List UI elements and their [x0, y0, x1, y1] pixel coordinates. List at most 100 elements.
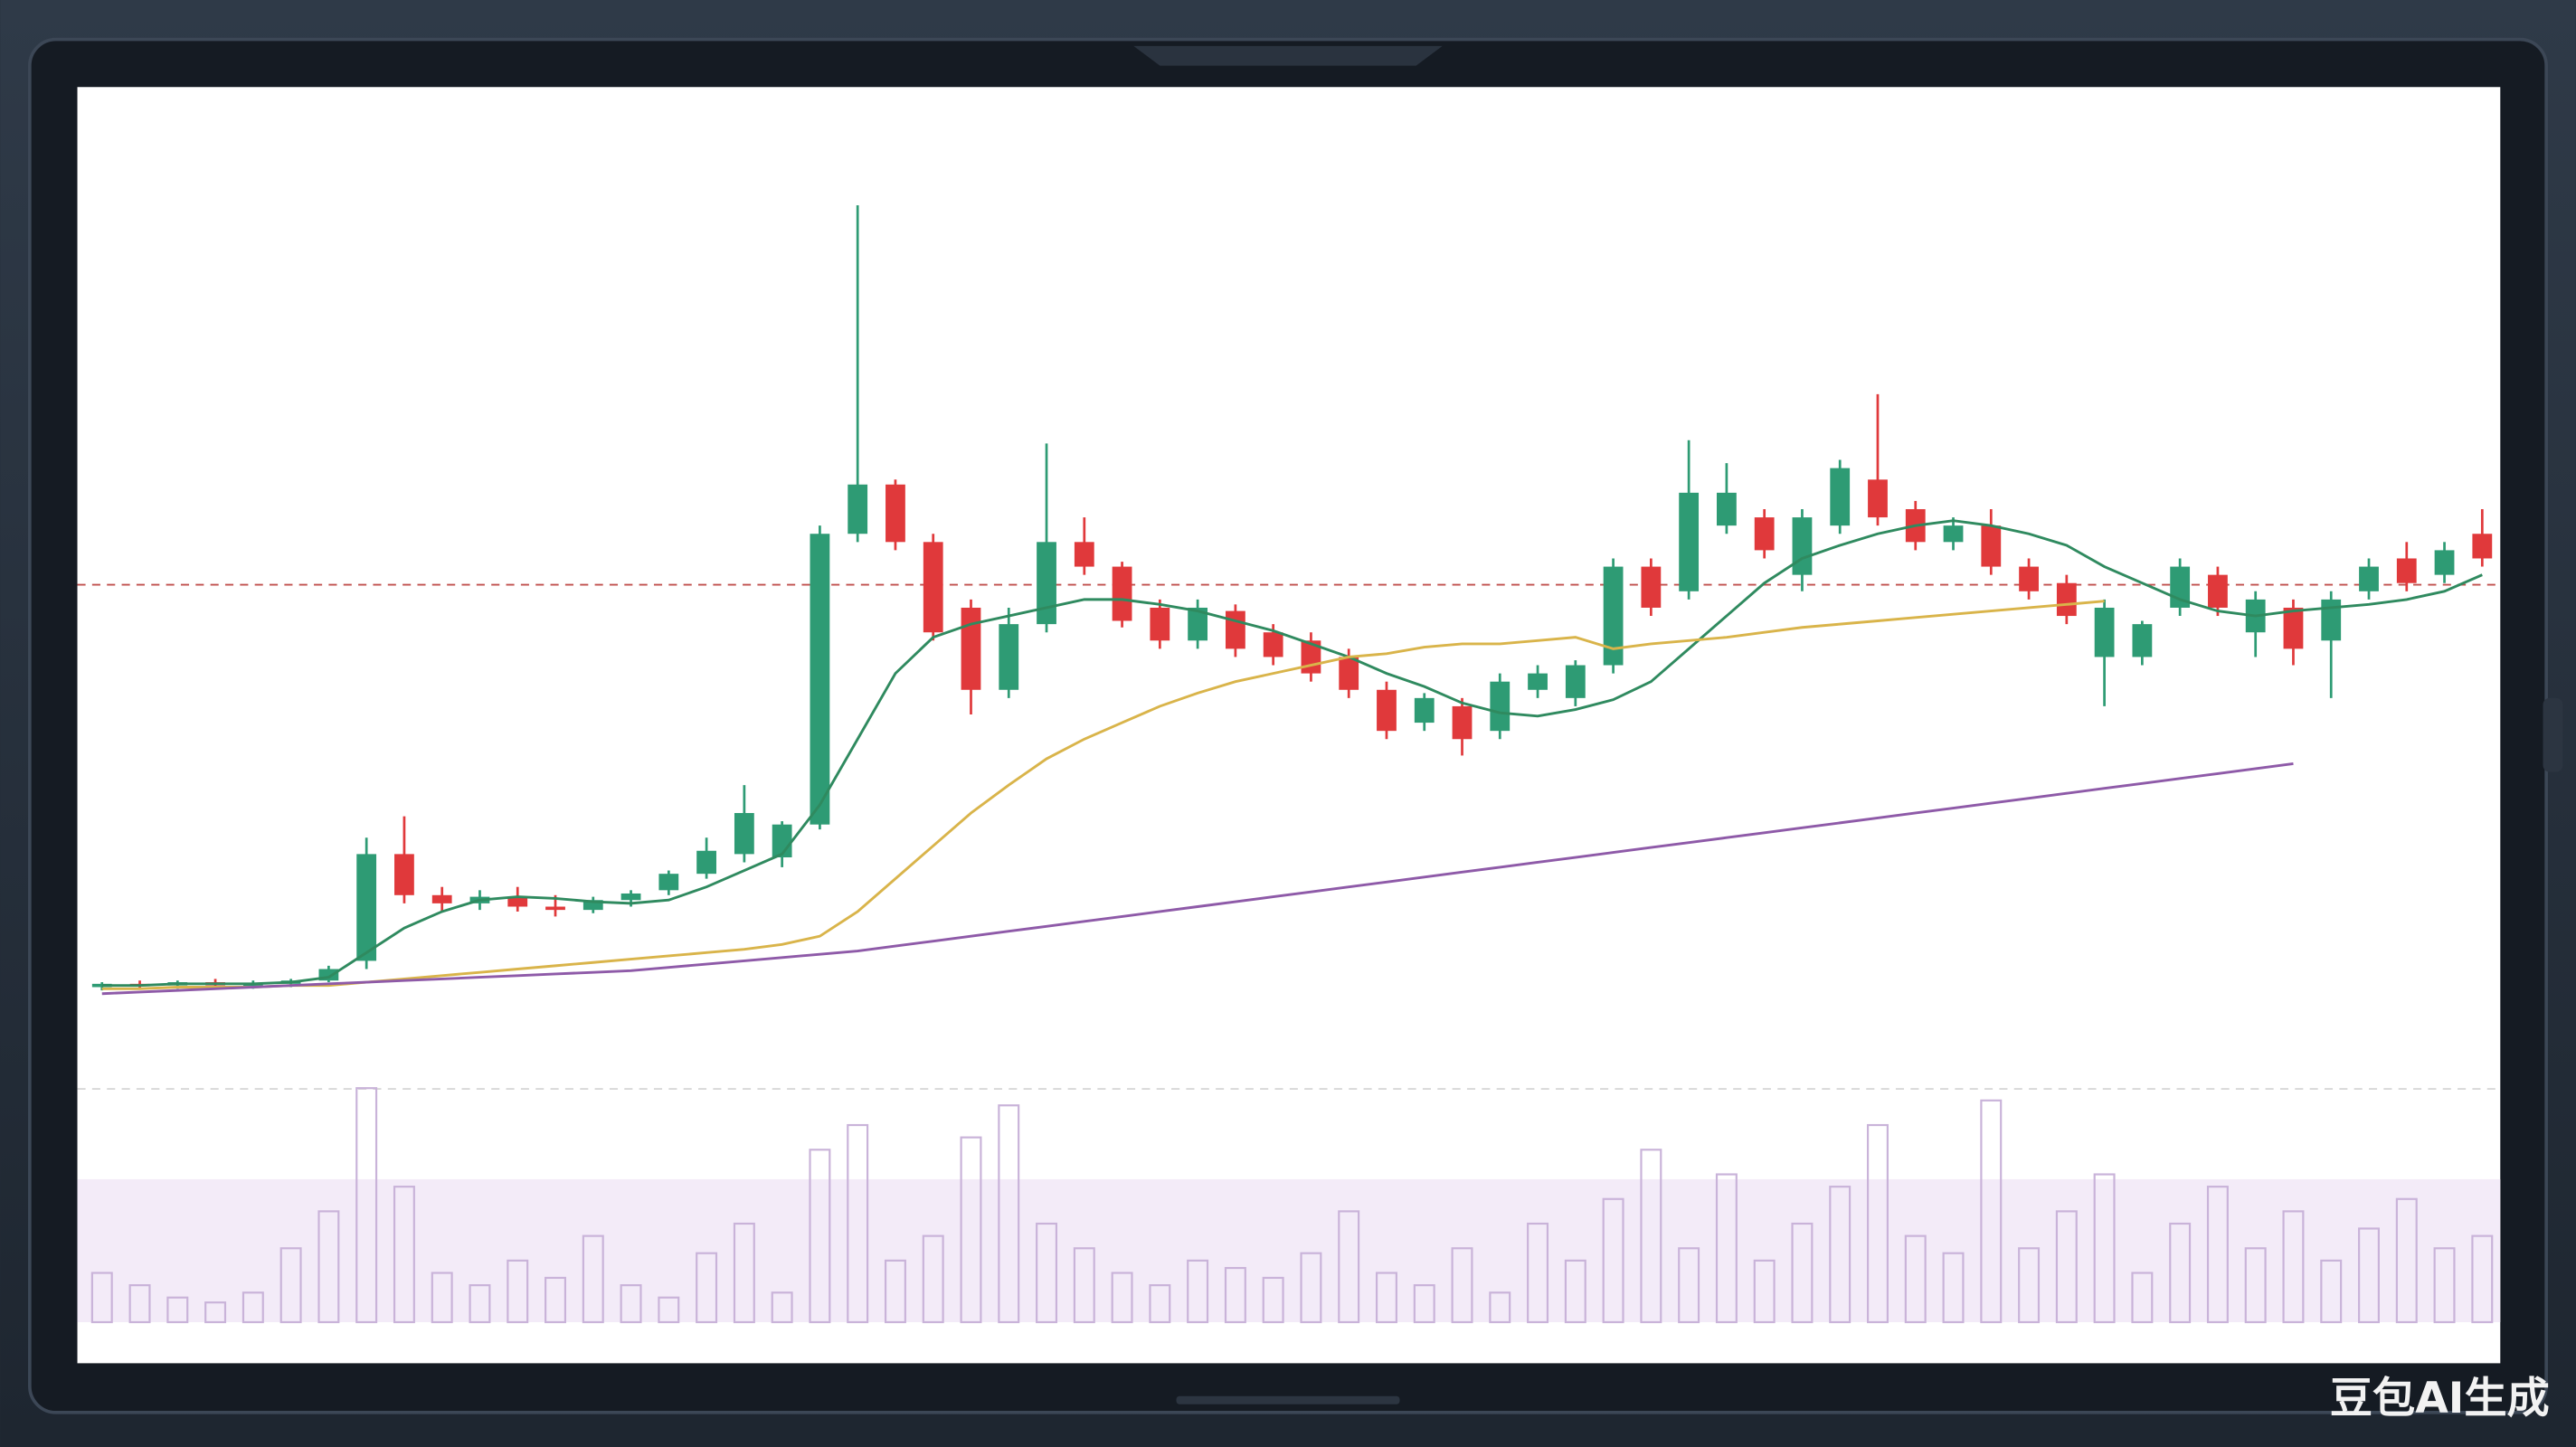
candle-body	[961, 607, 981, 690]
candle-body	[545, 906, 565, 911]
candle-body	[1452, 705, 1473, 740]
volume-bar	[1527, 1222, 1549, 1324]
volume-bar	[317, 1210, 340, 1324]
volume-bar	[998, 1104, 1020, 1324]
volume-bar	[2131, 1272, 2154, 1324]
volume-bar	[1564, 1259, 1586, 1324]
volume-bar	[1111, 1272, 1133, 1324]
volume-bar	[2244, 1247, 2267, 1324]
candle-body	[1150, 607, 1170, 641]
volume-bar	[90, 1272, 113, 1324]
candle-body	[582, 900, 603, 911]
candle-body	[1981, 525, 2002, 567]
volume-bar	[1300, 1252, 1322, 1324]
volume-bar	[2433, 1247, 2456, 1324]
volume-bar	[1942, 1252, 1965, 1324]
moving-average	[101, 519, 2483, 988]
candle-body	[999, 624, 1019, 690]
volume-bar	[355, 1087, 378, 1324]
volume-bar	[620, 1284, 642, 1324]
volume-bar	[1413, 1284, 1435, 1324]
volume-bar	[809, 1149, 831, 1324]
candle-body	[658, 874, 679, 891]
bottom-bar	[1176, 1395, 1400, 1404]
candle-body	[1225, 610, 1245, 649]
volume-bar	[2093, 1173, 2116, 1324]
candle-body	[2019, 566, 2039, 591]
volume-bar	[507, 1259, 529, 1324]
candle-body	[1565, 665, 1586, 698]
candle-body	[1528, 673, 1548, 690]
candle-body	[1792, 517, 1813, 575]
volume-bar	[393, 1186, 415, 1324]
candle-body	[1074, 542, 1094, 567]
candle-body	[1943, 525, 1964, 543]
volume-bar	[960, 1136, 982, 1324]
volume-bar	[469, 1284, 491, 1324]
volume-bar	[1187, 1259, 1209, 1324]
candle-body	[810, 534, 830, 825]
volume-bar	[1829, 1186, 1852, 1324]
watermark: 豆包AI生成	[2330, 1374, 2550, 1423]
side-button	[2543, 697, 2563, 772]
volume-bar	[696, 1252, 718, 1324]
volume-bar	[582, 1234, 604, 1324]
volume-bar	[1867, 1123, 1889, 1324]
volume-bar	[1036, 1222, 1058, 1324]
volume-bar	[1640, 1149, 1662, 1324]
candle-body	[2056, 582, 2077, 617]
bezel-notch	[1133, 45, 1443, 66]
volume-bar	[1753, 1259, 1776, 1324]
volume-bar	[242, 1291, 264, 1324]
candle-body	[1188, 607, 1208, 641]
volume-bar	[1980, 1099, 2003, 1324]
volume-band	[77, 1178, 2501, 1322]
candle-body	[696, 850, 716, 875]
candle-body	[2094, 607, 2115, 657]
candle-body	[1377, 689, 1397, 732]
candle-body	[1641, 566, 1662, 608]
candle-body	[431, 894, 452, 903]
volume-bar	[2320, 1259, 2343, 1324]
volume-bar	[1904, 1234, 1927, 1324]
candle-body	[1754, 517, 1775, 551]
plot	[77, 205, 2501, 1324]
volume-bar	[204, 1301, 227, 1324]
candle-body	[1490, 681, 1511, 732]
volume-bar	[128, 1284, 151, 1324]
candle-body	[1112, 566, 1132, 621]
candle-body	[848, 484, 868, 534]
candle-body	[1717, 492, 1737, 526]
candle-body	[1679, 492, 1700, 591]
volume-bar	[2358, 1227, 2380, 1324]
volume-bar	[166, 1296, 189, 1324]
candle-body	[1037, 542, 1056, 625]
volume-bar	[545, 1276, 566, 1324]
volume-bar	[2471, 1234, 2494, 1324]
candle-body	[1339, 657, 1359, 690]
candle-body	[2472, 534, 2493, 559]
volume-bar	[431, 1272, 453, 1324]
candle-body	[2321, 599, 2342, 641]
volume-bar	[658, 1296, 680, 1324]
candle-body	[1868, 479, 1888, 518]
volume-bar	[1338, 1210, 1360, 1324]
volume-bar	[2055, 1210, 2078, 1324]
moving-average	[101, 600, 2105, 990]
volume-bar	[922, 1234, 944, 1324]
screen	[77, 87, 2501, 1364]
candle-body	[2283, 607, 2304, 649]
volume-bar	[847, 1123, 869, 1324]
volume-bar	[1602, 1197, 1624, 1324]
volume-bar	[1262, 1276, 1284, 1324]
candle-body	[620, 893, 641, 901]
candle-body	[2396, 558, 2417, 583]
candle-body	[886, 484, 905, 543]
volume-bar	[733, 1222, 755, 1324]
volume-bar	[1678, 1247, 1700, 1324]
volume-bar	[771, 1291, 793, 1324]
volume-bar	[2206, 1186, 2229, 1324]
candle-body	[394, 854, 414, 895]
